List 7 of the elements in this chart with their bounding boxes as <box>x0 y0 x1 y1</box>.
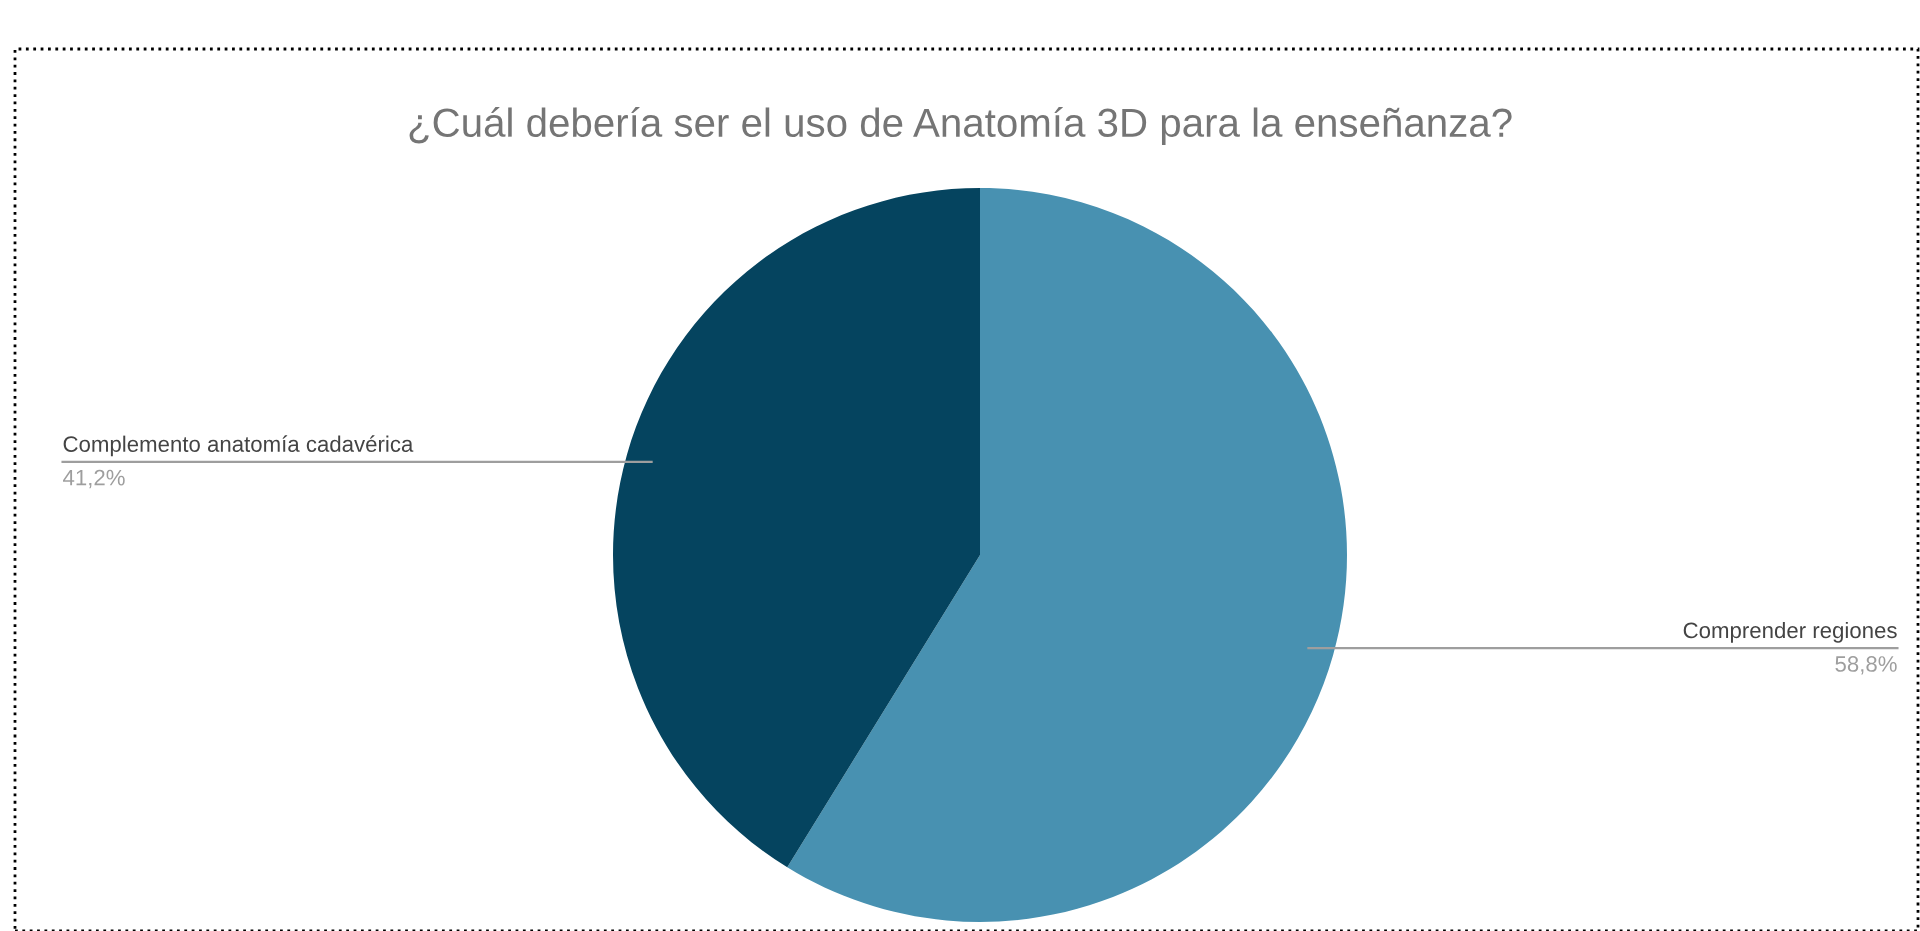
data-label: 41,2% <box>63 469 125 489</box>
chart-title: ¿Cuál debería ser el uso de Anatomía 3D para la enseñanza? <box>409 106 1512 146</box>
slice-label: Comprender regiones <box>1683 621 1897 643</box>
pie-slice <box>613 188 980 868</box>
slice-label: Complemento anatomía cadavérica <box>63 435 414 457</box>
data-label: 58,8% <box>1835 656 1897 675</box>
pie-slice <box>787 188 1347 922</box>
